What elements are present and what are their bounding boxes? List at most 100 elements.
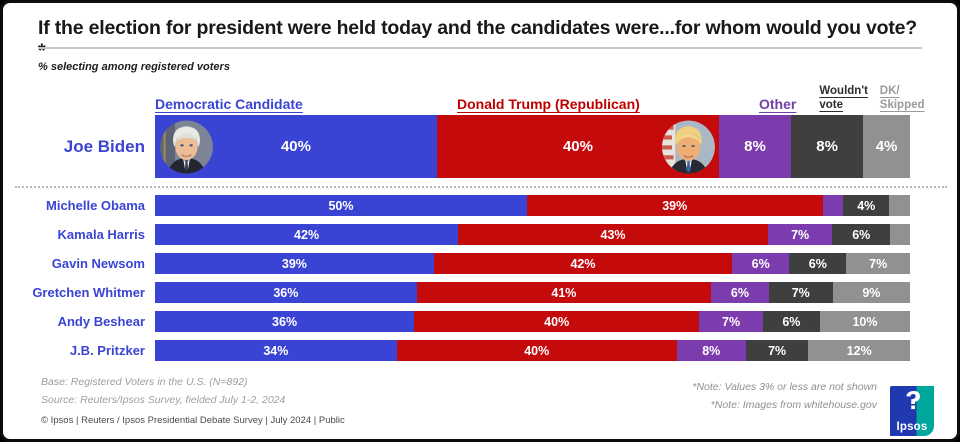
page-title: If the election for president were held … [38,17,918,62]
header-dk-skipped: DK/ Skipped [879,85,925,111]
bar-segment-dk: 4% [863,115,910,178]
bar-value-label: 36% [272,314,298,329]
row-label: Kamala Harris [57,227,145,242]
bar-segment-dem: 34% [155,340,397,361]
bar-segment-wouldnt: 7% [745,340,809,361]
bar-value-label: 34% [263,343,289,358]
header-democratic-candidate: Democratic Candidate [155,96,303,112]
bar-value-label: 40% [280,138,311,155]
footnote-images: *Note: Images from whitehouse.gov [710,399,877,411]
chart-row: Gavin Newsom 39% 42% 6% 6% 7% [3,253,911,274]
title-divider [38,47,922,49]
chart-row: Michelle Obama 50% 39% 4% [3,195,910,216]
stacked-bar: 50% 39% 4% [155,195,910,216]
header-other: Other [759,96,797,112]
bar-segment-trump: 42% [433,253,733,274]
chart-row: Gretchen Whitmer 36% 41% 6% 7% 9% [3,282,911,303]
bar-value-label: 4% [857,198,876,213]
bar-segment-wouldnt: 6% [762,311,820,332]
bar-segment-wouldnt: 6% [789,253,847,274]
bar-value-label: 6% [751,256,770,271]
bar-segment-wouldnt: 6% [832,224,891,245]
footnote-values: *Note: Values 3% or less are not shown [692,381,877,393]
bar-value-label: 40% [562,138,593,155]
bar-value-label: 6% [782,314,801,329]
row-label: Michelle Obama [46,198,145,213]
bar-segment-trump: 43% [458,224,768,245]
bar-segment-dk: 12% [808,340,910,361]
biden-section-divider [15,186,947,188]
chart-row: Joe Biden 40% 40% 8% 8% 4% [3,115,910,178]
footnotes: *Note: Values 3% or less are not shown *… [692,378,877,414]
bar-segment-dem: 42% [155,224,459,245]
bar-value-label: 7% [791,227,810,242]
bar-value-label: 6% [852,227,871,242]
bar-value-label: 39% [662,198,688,213]
bar-value-label: 10% [852,314,878,329]
bar-segment-wouldnt: 7% [768,282,833,303]
bar-segment-dk: 7% [846,253,911,274]
chart-subtitle: % selecting among registered voters [38,61,230,73]
joe-biden-photo [160,120,213,173]
bar-segment-dem: 50% [155,195,527,216]
stacked-bar: 36% 40% 7% 6% 10% [155,311,910,332]
bar-value-label: 9% [862,285,881,300]
bar-segment-other: 7% [767,224,833,245]
bar-value-label: 8% [702,343,721,358]
row-label: Gretchen Whitmer [32,285,145,300]
header-wouldnt-vote: Wouldn't vote [819,85,868,111]
bar-segment-dem: 39% [155,253,434,274]
bar-value-label: 7% [791,285,810,300]
chart-row: J.B. Pritzker 34% 40% 8% 7% 12% [3,340,910,361]
bar-segment-trump: 40% [436,115,719,178]
bar-value-label: 7% [768,343,787,358]
bar-segment-trump: 40% [396,340,677,361]
footer-source: Source: Reuters/Ipsos Survey, fielded Ju… [41,394,286,406]
bar-segment-other: 7% [699,311,763,332]
stacked-bar: 36% 41% 6% 7% 9% [155,282,911,303]
chart-row: Kamala Harris 42% 43% 7% 6% [3,224,910,245]
bar-segment-wouldnt: 4% [843,195,890,216]
ipsos-logo-mark-icon [904,390,922,417]
bar-value-label: 43% [600,227,626,242]
bar-segment-trump: 39% [526,195,823,216]
bar-value-label: 36% [273,285,299,300]
stacked-bar: 34% 40% 8% 7% 12% [155,340,910,361]
bar-value-label: 6% [808,256,827,271]
bar-segment-dk [889,195,910,216]
bar-segment-other [822,195,844,216]
bar-value-label: 40% [544,314,570,329]
bar-value-label: 50% [328,198,354,213]
bar-segment-dk: 9% [832,282,911,303]
bar-segment-dem: 36% [155,311,415,332]
bar-segment-dem: 36% [155,282,417,303]
bar-value-label: 40% [524,343,550,358]
bar-value-label: 8% [744,138,766,155]
bar-segment-trump: 41% [416,282,712,303]
bar-value-label: 42% [294,227,320,242]
stacked-bar: 39% 42% 6% 6% 7% [155,253,911,274]
column-headers: Democratic Candidate Donald Trump (Repub… [155,79,925,113]
donald-trump-photo [661,120,715,173]
bar-value-label: 4% [875,138,898,155]
row-label: Andy Beshear [57,314,145,329]
bar-segment-other: 8% [718,115,792,178]
bar-value-label: 39% [281,256,307,271]
row-label: Gavin Newsom [51,256,145,271]
ipsos-logo-text: Ipsos [896,421,928,433]
ipsos-logo: Ipsos [890,386,934,436]
bar-value-label: 8% [816,138,838,155]
bar-segment-trump: 40% [414,311,700,332]
header-donald-trump: Donald Trump (Republican) [457,96,640,112]
row-label: J.B. Pritzker [69,343,145,358]
stacked-bar: 42% 43% 7% 6% [155,224,910,245]
bar-value-label: 42% [570,256,596,271]
bar-value-label: 41% [551,285,577,300]
stacked-bar: 40% 40% 8% 8% 4% [155,115,910,178]
bar-value-label: 7% [722,314,741,329]
footer-copyright: © Ipsos | Reuters / Ipsos Presidential D… [41,415,345,426]
chart-row: Andy Beshear 36% 40% 7% 6% 10% [3,311,910,332]
bar-segment-dk [890,224,910,245]
bar-segment-other: 8% [676,340,746,361]
